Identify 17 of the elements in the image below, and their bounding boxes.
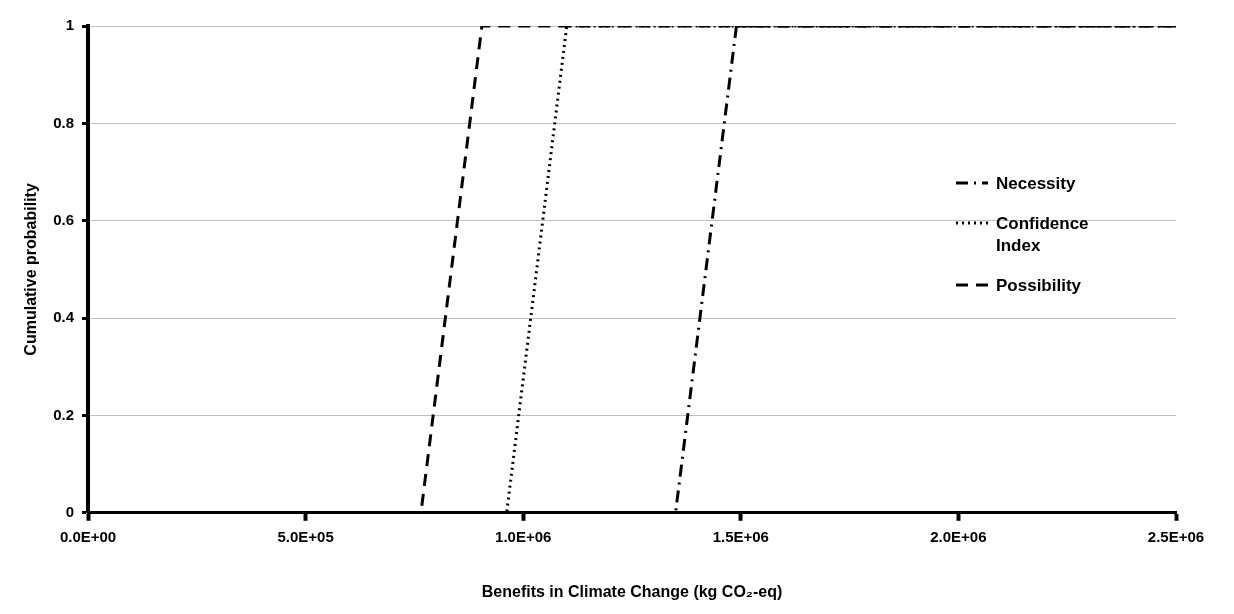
y-tick-label: 0.2 xyxy=(53,405,75,423)
x-tick-label: 2.0E+06 xyxy=(930,527,987,545)
legend-label: Necessity xyxy=(996,173,1077,195)
x-axis-title: Benefits in Climate Change (kg CO₂-eq) xyxy=(481,582,783,600)
x-tick-label: 0.0E+00 xyxy=(59,527,117,545)
legend-label: Confidence Index xyxy=(996,213,1090,257)
y-tick-label: 1 xyxy=(65,16,75,34)
x-tick-label: 5.0E+05 xyxy=(277,527,334,545)
y-tick-label: 0.6 xyxy=(53,210,75,228)
x-tick-label: 1.0E+06 xyxy=(495,527,552,545)
y-tick-label: 0.4 xyxy=(53,308,75,326)
y-axis-title: Cumulative probability xyxy=(22,183,40,356)
y-tick-label: 0 xyxy=(65,502,75,520)
legend-label: Possibility xyxy=(996,275,1083,297)
x-tick-label: 2.5E+06 xyxy=(1147,527,1205,545)
x-tick-label: 1.5E+06 xyxy=(712,527,769,545)
y-tick-label: 0.8 xyxy=(53,113,75,131)
